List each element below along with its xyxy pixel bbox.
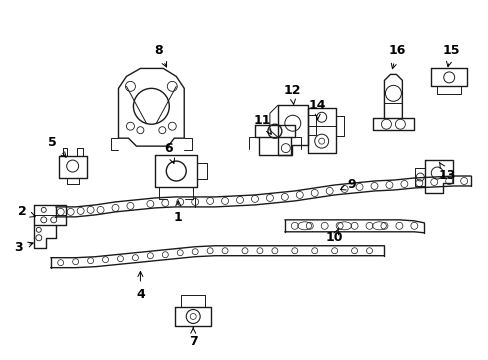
- Text: 4: 4: [136, 271, 144, 301]
- Text: 3: 3: [15, 241, 33, 254]
- Text: 12: 12: [283, 84, 300, 104]
- Text: 11: 11: [253, 114, 271, 134]
- Text: 6: 6: [163, 141, 174, 163]
- Text: 10: 10: [325, 229, 343, 244]
- Text: 7: 7: [188, 328, 197, 348]
- Text: 13: 13: [438, 162, 455, 181]
- Text: 9: 9: [340, 179, 355, 192]
- Text: 14: 14: [308, 99, 326, 119]
- Text: 5: 5: [48, 136, 66, 157]
- Text: 8: 8: [154, 44, 166, 67]
- Text: 1: 1: [174, 201, 182, 224]
- Text: 15: 15: [442, 44, 459, 67]
- Text: 16: 16: [388, 44, 405, 69]
- Text: 2: 2: [19, 205, 35, 219]
